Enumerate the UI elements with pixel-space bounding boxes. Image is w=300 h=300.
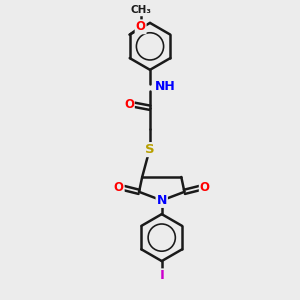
Text: CH₃: CH₃ (130, 5, 151, 15)
Text: O: O (136, 20, 146, 33)
Text: O: O (114, 182, 124, 194)
Text: NH: NH (155, 80, 176, 93)
Text: N: N (157, 194, 167, 207)
Text: O: O (200, 182, 210, 194)
Text: I: I (159, 269, 164, 282)
Text: O: O (124, 98, 134, 111)
Text: S: S (145, 143, 155, 156)
